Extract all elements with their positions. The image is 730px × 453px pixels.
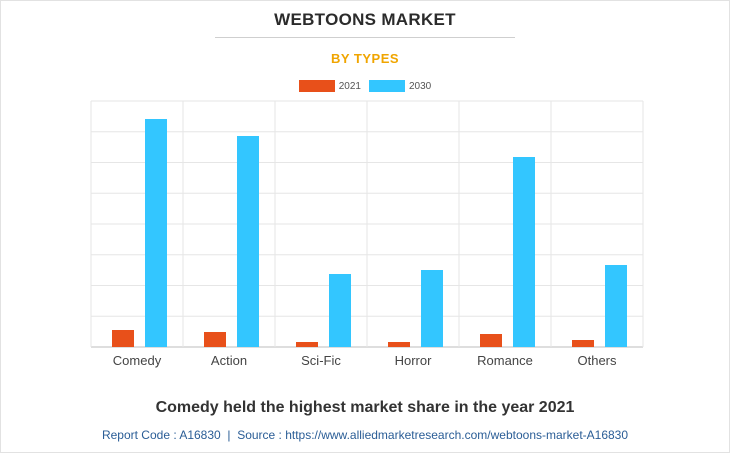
bar-2030-horror[interactable] [421,270,443,347]
bar-2030-comedy[interactable] [145,119,167,347]
chart-title: WEBTOONS MARKET [274,10,456,29]
bar-2021-action[interactable] [204,332,226,347]
bar-2021-comedy[interactable] [112,330,134,347]
legend-label-2030: 2030 [409,80,432,92]
legend-swatch-2030 [369,80,405,92]
x-tick-label: Sci-Fic [301,353,341,368]
source-line: Report Code : A16830 | Source : https://… [0,428,730,442]
bar-2030-sci-fic[interactable] [329,274,351,347]
bar-2021-romance[interactable] [480,334,502,347]
bar-2021-horror[interactable] [388,342,410,347]
x-tick-label: Horror [395,353,433,368]
title-divider [215,37,515,38]
bar-2030-romance[interactable] [513,157,535,347]
legend-swatch-2021 [298,80,335,92]
chart-legend: 2021 2030 [0,80,730,92]
chart-headline: Comedy held the highest market share in … [155,399,575,416]
x-tick-label: Others [577,353,617,368]
source-url[interactable]: Source : https://www.alliedmarketresearc… [237,428,629,442]
x-tick-label: Comedy [113,353,162,368]
bar-2021-others[interactable] [572,340,594,347]
report-code: Report Code : A16830 [101,428,221,442]
bar-2030-others[interactable] [605,265,627,347]
x-tick-label: Romance [477,353,533,368]
legend-label-2021: 2021 [338,80,361,92]
chart-subtitle: BY TYPES [330,51,400,66]
bar-2021-sci-fic[interactable] [296,342,318,347]
legend-item-2021[interactable]: 2021 [298,80,361,92]
bar-2030-action[interactable] [237,136,259,347]
source-separator: | [227,428,231,442]
x-tick-label: Action [211,353,247,368]
legend-item-2030[interactable]: 2030 [369,80,431,92]
